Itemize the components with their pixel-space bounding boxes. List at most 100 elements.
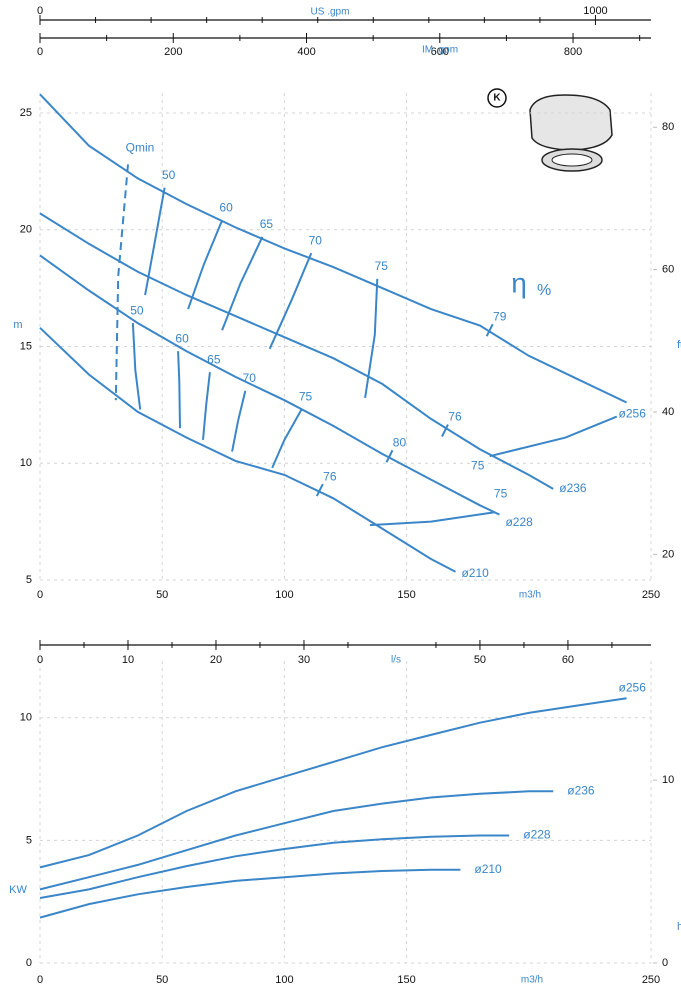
efficiency-curve	[221, 236, 264, 331]
efficiency-mark	[315, 483, 324, 497]
qmin-line	[114, 164, 129, 401]
top-axis-tick-label: 60	[562, 654, 574, 666]
top-axis-tick-label: 0	[37, 46, 43, 58]
impeller-curve	[39, 790, 554, 891]
top-axis-title: IM .gpm	[422, 45, 458, 56]
y-tick-label: 10	[20, 457, 32, 469]
top-axis-tick-label: 1000	[583, 5, 607, 17]
efficiency-label: 50	[162, 168, 176, 182]
x-tick-label: 50	[156, 589, 168, 601]
efficiency-symbol: η	[511, 267, 527, 298]
impeller-curve	[39, 868, 461, 919]
y-tick-label: 20	[20, 224, 32, 236]
efficiency-curve	[131, 323, 142, 410]
y2-tick-label: 0	[662, 957, 668, 969]
x-axis-label: m3/h	[519, 590, 541, 601]
y-tick-label: 5	[26, 834, 32, 846]
impeller-curve	[39, 697, 627, 869]
x-tick-label: 250	[642, 974, 660, 986]
x-tick-label: 150	[397, 974, 415, 986]
efficiency-mark-label: 76	[323, 469, 337, 483]
x-tick-label: 0	[37, 589, 43, 601]
impeller-label: ø210	[474, 862, 502, 876]
efficiency-curve	[489, 415, 618, 458]
efficiency-mark-label: 79	[493, 309, 507, 323]
efficiency-curve	[271, 409, 303, 469]
x-tick-label: 0	[37, 974, 43, 986]
impeller-label: ø236	[559, 481, 587, 495]
x-tick-label: 150	[397, 589, 415, 601]
impeller-label: ø256	[619, 407, 647, 421]
y-tick-label: 25	[20, 107, 32, 119]
efficiency-label: 75	[299, 390, 313, 404]
top-axis-title: US .gpm	[311, 7, 350, 18]
efficiency-curve	[187, 220, 224, 310]
impeller-label: ø256	[619, 680, 647, 694]
pump-outlet-hole	[551, 153, 593, 167]
impeller-curve	[39, 327, 456, 573]
efficiency-mark	[485, 323, 494, 337]
x-tick-label: 100	[275, 974, 293, 986]
efficiency-mark-label: 76	[448, 410, 462, 424]
badge-text: K	[493, 93, 501, 104]
y2-tick-label: 20	[662, 548, 674, 560]
y-tick-label: 0	[26, 957, 32, 969]
pump-icon: K	[487, 88, 613, 172]
top-axis-tick-label: 0	[37, 654, 43, 666]
efficiency-label: 70	[309, 233, 323, 247]
y2-axis-label: ft	[677, 339, 681, 351]
efficiency-mark	[441, 424, 449, 438]
x-tick-label: 50	[156, 974, 168, 986]
efficiency-curve	[202, 372, 211, 440]
x-tick-label: 100	[275, 589, 293, 601]
efficiency-label: 75	[471, 458, 485, 472]
efficiency-curve	[369, 511, 495, 527]
x-tick-label: 250	[642, 589, 660, 601]
impeller-curve	[39, 212, 554, 490]
efficiency-label: 65	[260, 217, 274, 231]
efficiency-label: 60	[175, 331, 189, 345]
top-axis-tick-label: 800	[564, 46, 582, 58]
impeller-curve	[39, 254, 500, 516]
y2-tick-label: 40	[662, 406, 674, 418]
efficiency-unit: %	[537, 282, 551, 299]
top-axis-tick-label: 200	[164, 46, 182, 58]
impeller-curve	[39, 834, 510, 899]
efficiency-mark	[385, 449, 394, 463]
top-axis-tick-label: 20	[210, 654, 222, 666]
y2-axis-label: hp	[677, 921, 681, 933]
top-axis-tick-label: 50	[474, 654, 486, 666]
y-tick-label: 15	[20, 340, 32, 352]
x-axis-label: m3/h	[521, 975, 543, 986]
y2-tick-label: 10	[662, 774, 674, 786]
top-axis-tick-label: 400	[297, 46, 315, 58]
efficiency-label: 60	[219, 201, 233, 215]
y-tick-label: 5	[26, 574, 32, 586]
y-axis-label: m	[13, 319, 22, 331]
y2-tick-label: 80	[662, 121, 674, 133]
top-axis-tick-label: 10	[122, 654, 134, 666]
top-axis-tick-label: 30	[298, 654, 310, 666]
top-axis-tick-label: 0	[37, 5, 43, 17]
top-axis-tick-label: 600	[431, 46, 449, 58]
efficiency-curve	[231, 390, 247, 452]
efficiency-label: 65	[207, 352, 221, 366]
impeller-label: ø236	[567, 784, 595, 798]
qmin-label: Qmin	[126, 141, 155, 155]
badge-circle	[487, 88, 507, 108]
efficiency-label: 75	[375, 259, 389, 273]
impeller-label: ø228	[523, 828, 551, 842]
y-tick-label: 10	[20, 712, 32, 724]
y2-tick-label: 60	[662, 264, 674, 276]
top-axis-title: l/s	[391, 655, 401, 666]
y-axis-label: KW	[9, 884, 27, 896]
efficiency-label: 75	[494, 486, 508, 500]
impeller-label: ø210	[461, 566, 489, 580]
efficiency-curve	[177, 351, 181, 429]
efficiency-label: 50	[130, 303, 144, 317]
efficiency-mark-label: 80	[393, 435, 407, 449]
efficiency-curve	[268, 252, 313, 350]
impeller-label: ø228	[505, 515, 533, 529]
pump-body	[529, 94, 613, 151]
